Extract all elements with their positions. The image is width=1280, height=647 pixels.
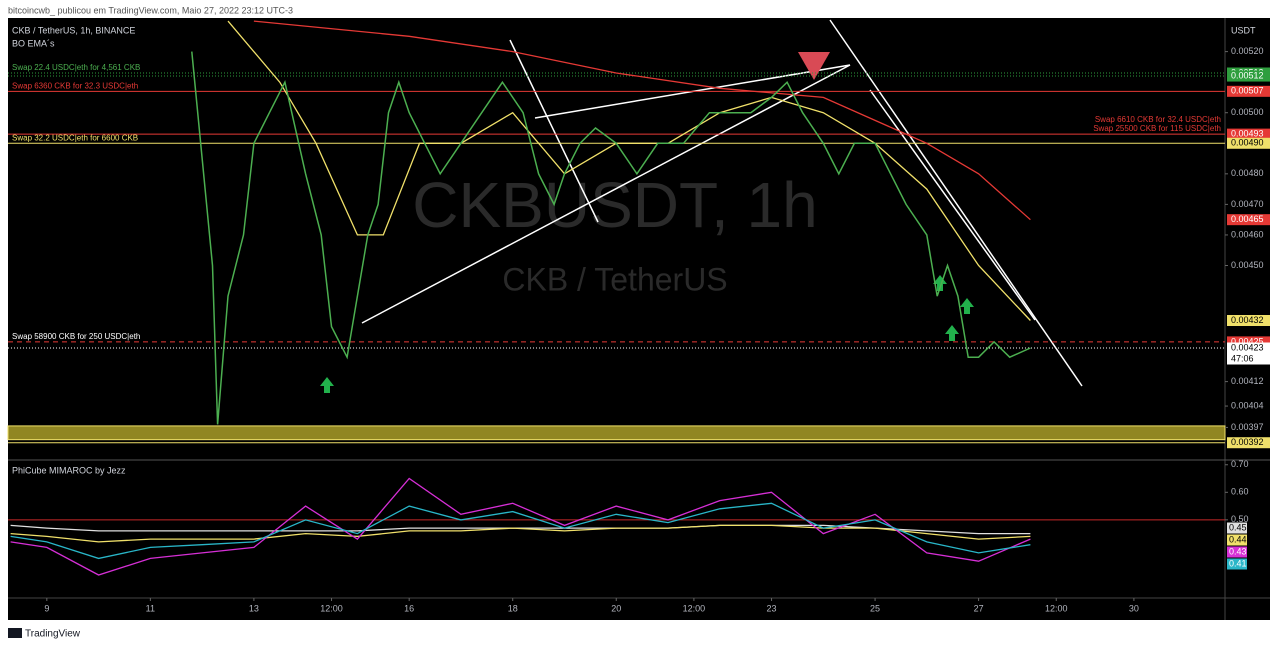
brand: TradingView [8, 628, 81, 640]
moving-average [227, 20, 1031, 321]
value-badge [1227, 546, 1247, 558]
price-badge [1227, 137, 1270, 149]
x-tick-label: 12:00 [683, 603, 706, 613]
zone [7, 425, 1226, 441]
y-tick-label: 0.00520 [1231, 46, 1264, 56]
price-badge-label: 0.00512 [1231, 70, 1264, 80]
value-badge [1227, 522, 1247, 534]
buy-arrow [320, 377, 334, 393]
value-badge-label: 0.43 [1229, 546, 1247, 556]
value-badge [1227, 558, 1247, 570]
price-badge-label: 0.00432 [1231, 315, 1264, 325]
price-badge-label: 0.00423 [1231, 342, 1264, 352]
swap-annotation: Swap 6360 CKB for 32.3 USDC|eth [12, 81, 138, 90]
x-tick-label: 25 [870, 603, 880, 613]
value-badge-label: 0.41 [1229, 558, 1247, 568]
swap-annotation: Swap 6610 CKB for 32.4 USDC|eth [1095, 115, 1221, 124]
price-badge-label: 0.00425 [1231, 336, 1264, 346]
x-tick-label: 12:00 [320, 603, 343, 613]
price-badge [1227, 336, 1270, 348]
y-tick-label: 0.00460 [1231, 229, 1264, 239]
x-tick-label: 27 [974, 603, 984, 613]
y-tick-label: 0.00470 [1231, 199, 1264, 209]
price-line-series [191, 51, 1031, 425]
price-badge [1227, 214, 1270, 226]
value-badge-label: 0.45 [1229, 522, 1247, 532]
y-tick-label: 0.00500 [1231, 107, 1264, 117]
value-badge [1227, 534, 1247, 546]
y-tick-label: 0.00404 [1231, 400, 1264, 410]
x-tick-label: 20 [611, 603, 621, 613]
symbol-title: CKB / TetherUS, 1h, BINANCE [12, 25, 135, 35]
watermark: CKBUSDT, 1h [412, 169, 817, 241]
oscillator-title: PhiCube MIMAROC by Jezz [12, 465, 126, 475]
price-badge-label: 0.00465 [1231, 214, 1264, 224]
swap-annotation: Swap 32.2 USDC|eth for 6600 CKB [12, 133, 138, 142]
drawings [361, 19, 1083, 387]
buy-markers [320, 275, 974, 393]
x-tick-label: 16 [404, 603, 414, 613]
countdown: 47:06 [1231, 353, 1254, 363]
x-tick-label: 23 [767, 603, 777, 613]
x-tick-label: 9 [44, 603, 49, 613]
oscillator-line [10, 477, 1031, 576]
x-tick-label: 12:00 [1045, 603, 1068, 613]
x-tick-label: 18 [508, 603, 518, 613]
publisher-line: bitcoincwb_ publicou em TradingView.com,… [8, 5, 293, 15]
trend-line [829, 19, 1083, 387]
price-badge-label: 0.00490 [1231, 138, 1264, 148]
indicator-name: BO EMA´s [12, 38, 55, 48]
y-tick-label: 0.00397 [1231, 422, 1264, 432]
buy-arrow [960, 298, 974, 314]
sell-marker [798, 52, 830, 80]
price-badge [1227, 437, 1270, 449]
oscillator-line [10, 502, 1031, 560]
brand-logo [8, 628, 22, 638]
swap-annotation: Swap 58900 CKB for 250 USDC|eth [12, 332, 140, 341]
x-tick-label: 30 [1129, 603, 1139, 613]
trend-line [361, 64, 851, 324]
price-badge-label: 0.00493 [1231, 128, 1264, 138]
price-badge-label: 0.00507 [1231, 86, 1264, 96]
x-tick-label: 11 [146, 603, 155, 613]
y-tick-label: 0.00480 [1231, 168, 1264, 178]
x-tick-label: 13 [249, 603, 259, 613]
y-tick-label: 0.70 [1231, 459, 1249, 469]
price-badge [1227, 128, 1270, 140]
moving-average [253, 20, 1031, 221]
y-tick-label: 0.50 [1231, 514, 1249, 524]
axis-unit: USDT [1231, 25, 1256, 35]
price-badge [1227, 85, 1270, 97]
value-badge-label: 0.44 [1229, 534, 1247, 544]
swap-annotation: Swap 25500 CKB for 115 USDC|eth [1093, 124, 1221, 133]
y-tick-label: 0.60 [1231, 487, 1249, 497]
oscillator-line [10, 524, 1031, 543]
price-badge-label: 0.00392 [1231, 437, 1264, 447]
price-badge [1227, 70, 1270, 82]
swap-annotation: Swap 22.4 USDC|eth for 4,561 CKB [12, 63, 140, 72]
price-badge [1227, 315, 1270, 326]
brand-name: TradingView [25, 629, 81, 640]
buy-arrow [933, 275, 947, 291]
trend-line [869, 89, 1036, 321]
price-badge [1227, 342, 1270, 365]
watermark: CKB / TetherUS [502, 261, 727, 297]
y-tick-label: 0.00450 [1231, 260, 1264, 270]
buy-arrow [945, 325, 959, 341]
trend-line [509, 39, 599, 223]
y-tick-label: 0.00412 [1231, 376, 1264, 386]
